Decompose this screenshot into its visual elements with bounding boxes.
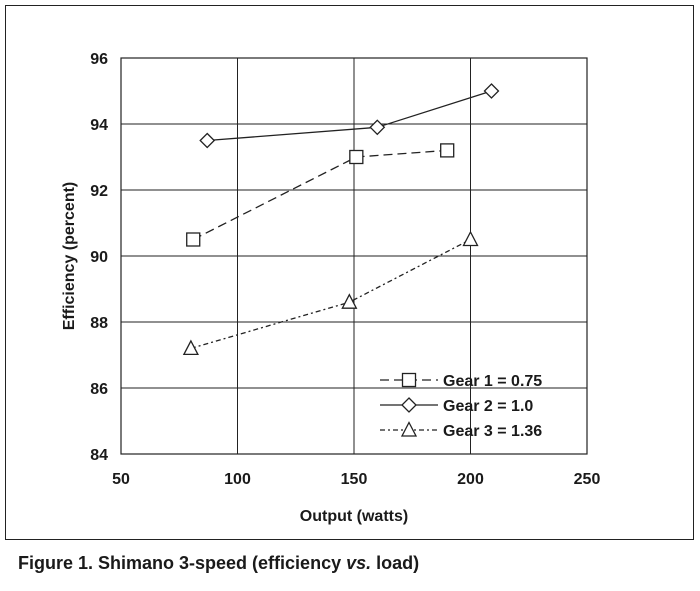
legend-label: Gear 2 = 1.0 [443,398,533,415]
series-1-point [349,149,364,165]
x-tick-label: 200 [457,471,484,488]
series-1 [186,143,455,247]
figure-frame [5,5,694,540]
caption-vs: vs. [346,553,372,573]
series-3-point [182,339,199,356]
legend-label: Gear 3 = 1.36 [443,423,542,440]
series-layer [182,83,500,356]
x-tick-label: 100 [224,471,251,488]
series-3 [182,230,479,356]
legend-swatch-marker [401,372,417,388]
series-1-point [440,143,455,158]
x-tick-label: 50 [112,471,130,488]
legend-entry: Gear 2 = 1.0 [380,397,533,415]
tick-labels: 50 100 150 200 250 84 86 88 90 92 94 96 [90,51,600,488]
figure-caption: Figure 1. Shimano 3-speed (efficiency vs… [18,553,419,574]
series-2-point [369,119,386,136]
caption-prefix: Figure 1. Shimano 3-speed (efficiency [18,553,347,573]
legend-entry: Gear 1 = 0.75 [380,372,542,390]
efficiency-chart: 50 100 150 200 250 84 86 88 90 92 94 96 Output (wat… [61,51,600,525]
y-tick-label: 84 [90,447,108,464]
series-2 [199,83,500,149]
y-tick-label: 88 [90,315,108,332]
legend-swatch-marker [401,397,417,413]
y-tick-label: 86 [90,381,108,398]
series-3-point [341,293,358,309]
series-2-point [199,132,216,149]
x-tick-label: 250 [574,471,601,488]
x-tick-label: 150 [341,471,368,488]
series-1-point [186,232,201,247]
y-tick-label: 96 [90,51,108,68]
y-tick-label: 90 [90,249,108,266]
x-axis-title: Output (watts) [300,508,408,525]
legend-swatch-marker [400,421,418,437]
y-tick-label: 92 [90,183,108,200]
legend-label: Gear 1 = 0.75 [443,373,542,390]
y-tick-label: 94 [90,117,108,134]
y-axis-title: Efficiency (percent) [61,182,78,330]
series-3-point [462,230,479,247]
legend-entry: Gear 3 = 1.36 [380,421,542,440]
legend: Gear 1 = 0.75 Gear 2 = 1.0 Gear 3 = 1.36 [380,372,542,440]
caption-suffix: load) [371,553,420,573]
series-2-point [483,83,500,99]
grid-lines [121,58,587,454]
